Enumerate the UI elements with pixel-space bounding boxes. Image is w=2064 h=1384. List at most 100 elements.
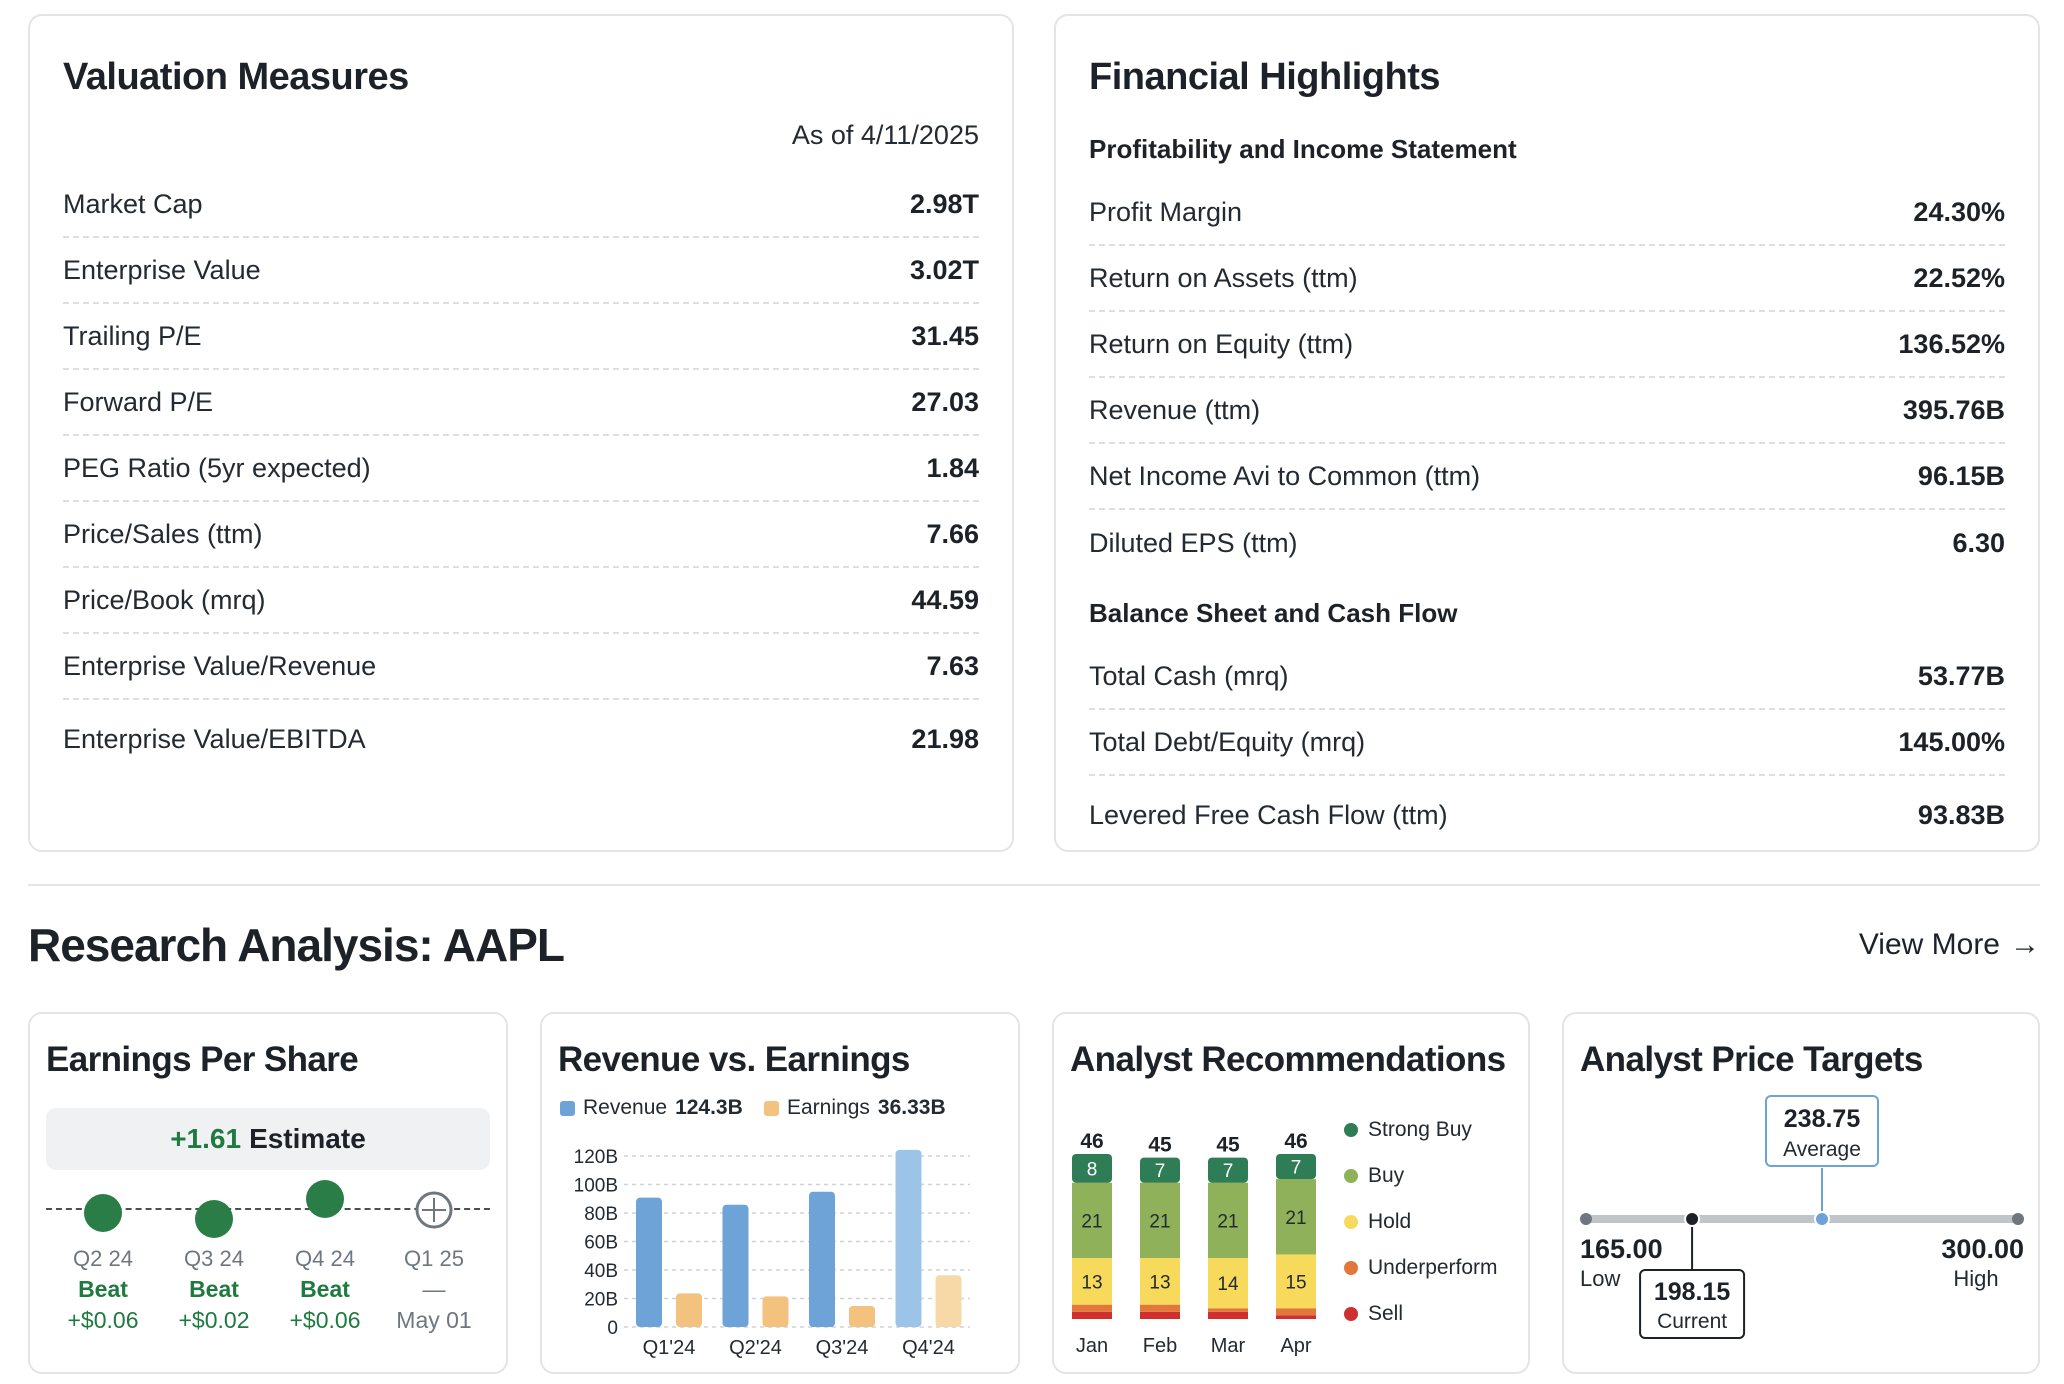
eps-quarter-q2-24: Q2 24 Beat +$0.06: [53, 1246, 153, 1334]
profitability-value: 22.52%: [1913, 262, 2005, 293]
eps-dot-q4-24[interactable]: [306, 1180, 344, 1218]
revenue-vs-earnings-card[interactable]: Revenue vs. Earnings Revenue 124.3B Earn…: [540, 1012, 1020, 1374]
low-marker: [1580, 1213, 1592, 1225]
analyst-recommendations-card[interactable]: Analyst Recommendations 13 21 8 46 Jan 13 21 7 4…: [1052, 1012, 1530, 1374]
balance-sheet-subheading: Balance Sheet and Cash Flow: [1089, 598, 1458, 628]
revenue-legend-label: Revenue: [583, 1096, 668, 1119]
buy-segment[interactable]: [1276, 1179, 1316, 1255]
profitability-label: Return on Assets (ttm): [1089, 262, 1358, 293]
strong-buy-dot-icon: [1344, 1123, 1358, 1137]
eps-pending-icon[interactable]: [414, 1190, 454, 1230]
eps-dot-q3-24[interactable]: [195, 1200, 233, 1238]
eps-result: —: [422, 1276, 446, 1302]
view-more-link[interactable]: View More →: [1859, 928, 2040, 962]
recommendations-chart: 13 21 8 46 Jan 13 21 7 45 Feb 14 21 7 45 Mar 15 21 7 46 Apr: [1072, 1130, 1316, 1357]
profitability-value: 24.30%: [1913, 196, 2005, 227]
sell-dot-icon: [1344, 1307, 1358, 1321]
valuation-row: Enterprise Value/Revenue 7.63: [63, 634, 979, 700]
valuation-value: 31.45: [911, 320, 979, 351]
valuation-value: 44.59: [911, 584, 979, 615]
eps-result: Beat: [300, 1276, 350, 1302]
valuation-label: PEG Ratio (5yr expected): [63, 452, 371, 483]
underperform-segment[interactable]: [1140, 1304, 1180, 1312]
legend-hold: Hold: [1344, 1210, 1411, 1234]
strong-buy-segment[interactable]: [1276, 1154, 1316, 1180]
bar-total-label: 45: [1148, 1134, 1172, 1157]
underperform-segment[interactable]: [1072, 1304, 1112, 1312]
month-label: Apr: [1280, 1335, 1311, 1357]
earnings-per-share-card[interactable]: Earnings Per Share +1.61 Estimate Q2 24 …: [28, 1012, 508, 1374]
high-marker: [2012, 1213, 2024, 1225]
y-tick-label: 20B: [584, 1290, 618, 1311]
revenue-legend-swatch: [560, 1100, 575, 1116]
revenue-legend-value: 124.3B: [675, 1096, 743, 1119]
eps-diff: +$0.02: [178, 1307, 250, 1333]
valuation-row: PEG Ratio (5yr expected) 1.84: [63, 436, 979, 502]
strong-buy-segment[interactable]: [1140, 1157, 1180, 1183]
y-tick-label: 120B: [574, 1147, 618, 1168]
hold-segment[interactable]: [1276, 1254, 1316, 1309]
revenue-bar[interactable]: [895, 1149, 922, 1327]
strong-buy-segment[interactable]: [1072, 1154, 1112, 1183]
revenue-legend: Revenue 124.3B: [560, 1096, 743, 1120]
profitability-row: Diluted EPS (ttm) 6.30: [1089, 510, 2005, 576]
valuation-label: Market Cap: [63, 188, 203, 219]
average-marker[interactable]: [1814, 1211, 1830, 1227]
hold-segment[interactable]: [1140, 1258, 1180, 1305]
earnings-bar[interactable]: [849, 1305, 875, 1327]
financial-highlights-card: Financial Highlights Profitability and I…: [1054, 14, 2040, 852]
earnings-bar[interactable]: [935, 1275, 962, 1327]
buy-segment[interactable]: [1072, 1182, 1112, 1259]
sell-segment[interactable]: [1140, 1311, 1180, 1319]
eps-estimate-label: Estimate: [249, 1123, 366, 1154]
current-value: 198.15: [1654, 1278, 1731, 1306]
financial-title: Financial Highlights: [1089, 56, 1441, 98]
eps-quarter-label: Q4 24: [295, 1246, 355, 1271]
segment-value-label: 7: [1291, 1158, 1302, 1179]
sell-segment[interactable]: [1276, 1315, 1316, 1319]
valuation-value: 1.84: [926, 452, 979, 483]
segment-value-label: 13: [1149, 1272, 1170, 1293]
hold-segment[interactable]: [1072, 1258, 1112, 1305]
high-value: 300.00: [1941, 1234, 2024, 1264]
legend-label: Buy: [1368, 1164, 1405, 1187]
legend-label: Strong Buy: [1368, 1118, 1472, 1141]
eps-quarter-q1-25: Q1 25 — May 01: [384, 1246, 484, 1334]
bar-total-label: 45: [1216, 1134, 1240, 1157]
strong-buy-segment[interactable]: [1208, 1157, 1248, 1183]
earnings-bar[interactable]: [762, 1296, 789, 1327]
as-of-date: As of 4/11/2025: [791, 120, 979, 150]
revenue-bar[interactable]: [809, 1191, 835, 1327]
sell-segment[interactable]: [1072, 1311, 1112, 1319]
segment-value-label: 13: [1081, 1272, 1102, 1293]
profitability-row: Profit Margin 24.30%: [1089, 180, 2005, 246]
y-tick-label: 100B: [574, 1176, 618, 1197]
valuation-row: Market Cap 2.98T: [63, 172, 979, 238]
buy-dot-icon: [1344, 1169, 1358, 1183]
analyst-price-targets-card[interactable]: Analyst Price Targets 238.75 Average 198.1…: [1562, 1012, 2040, 1374]
legend-label: Hold: [1368, 1210, 1412, 1233]
eps-estimate-value: +1.61: [170, 1123, 242, 1154]
profitability-label: Revenue (ttm): [1089, 394, 1261, 425]
valuation-label: Trailing P/E: [63, 320, 202, 351]
revenue-bar[interactable]: [722, 1204, 749, 1327]
current-marker[interactable]: [1684, 1211, 1701, 1227]
profitability-value: 6.30: [1952, 527, 2005, 558]
valuation-row: Price/Book (mrq) 44.59: [63, 568, 979, 634]
underperform-segment[interactable]: [1208, 1308, 1248, 1312]
segment-value-label: 8: [1087, 1159, 1098, 1180]
legend-buy: Buy: [1344, 1164, 1404, 1188]
buy-segment[interactable]: [1208, 1182, 1248, 1259]
valuation-label: Enterprise Value/Revenue: [63, 650, 377, 681]
earnings-bar[interactable]: [676, 1293, 702, 1327]
revenue-bar[interactable]: [636, 1197, 662, 1327]
month-label: Feb: [1143, 1335, 1177, 1357]
hold-segment[interactable]: [1208, 1258, 1248, 1309]
buy-segment[interactable]: [1140, 1182, 1180, 1259]
y-tick-label: 80B: [584, 1204, 618, 1225]
eps-dot-q2-24[interactable]: [84, 1194, 122, 1232]
underperform-segment[interactable]: [1276, 1308, 1316, 1316]
research-analysis-title: Research Analysis: AAPL: [28, 919, 565, 971]
sell-segment[interactable]: [1208, 1311, 1248, 1319]
